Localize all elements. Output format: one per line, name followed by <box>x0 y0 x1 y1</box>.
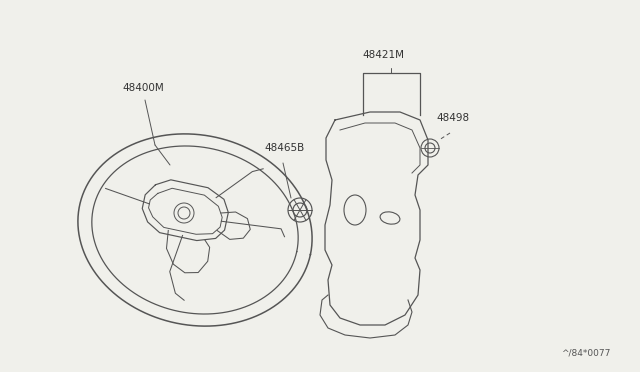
Text: 48498: 48498 <box>436 113 470 123</box>
Text: 48400M: 48400M <box>122 83 164 93</box>
Text: 48421M: 48421M <box>362 50 404 60</box>
Text: ^/84*0077: ^/84*0077 <box>561 349 610 358</box>
Text: 48465B: 48465B <box>265 143 305 153</box>
